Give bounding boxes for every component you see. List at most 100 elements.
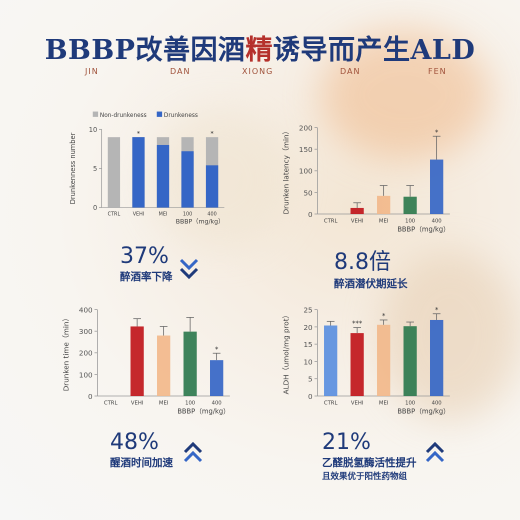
- stat-value: 48%: [110, 430, 159, 455]
- x-tick-label: 100: [185, 401, 195, 407]
- aldh-chart: 0 5 10 15 20 25 ALDH（umol/mg prot） CTRL VEHI MEI 1…: [282, 305, 450, 415]
- y-tick-label: 20: [303, 323, 313, 332]
- stat-caption: 乙醛脱氢酶活性提升: [322, 457, 417, 469]
- bar: [430, 159, 444, 214]
- stat-block: 8.8倍 醉酒潜伏期延长: [334, 244, 408, 291]
- significance-mark: *: [137, 130, 140, 137]
- title-part: 诱导而产生ALD: [272, 35, 476, 66]
- y-tick-label: 0: [88, 392, 93, 401]
- pinyin-label: XIONG: [242, 67, 274, 76]
- x-axis-label: BBBP（mg/kg）: [176, 219, 225, 226]
- title-accent: 精: [245, 35, 273, 66]
- legend-label: Non-drunkeness: [100, 113, 147, 119]
- stat-block: 21% 乙醛脱氢酶活性提升 且效果优于阳性药物组: [322, 430, 417, 482]
- y-tick-label: 100: [79, 370, 93, 379]
- bar-drunkeness: [156, 144, 170, 208]
- page-title: BBBP改善因酒精诱导而产生ALD: [0, 28, 520, 67]
- x-tick-label: CTRL: [104, 401, 118, 407]
- stat-value: 37%: [120, 244, 169, 269]
- bar: [350, 333, 364, 396]
- y-tick-label: 0: [308, 392, 313, 401]
- bar: [403, 196, 417, 214]
- background-glow: [380, 250, 520, 420]
- drunken-time-chart: 0 100 200 300 400 Drunken time（min） CTRL VEHI ME…: [62, 305, 230, 415]
- y-tick-label: 5: [93, 165, 97, 173]
- title-part: BBBP改善因酒: [44, 35, 246, 66]
- down-arrow-icon: [179, 258, 199, 280]
- significance-mark: *: [211, 130, 214, 137]
- x-axis-label: BBBP（mg/kg）: [397, 407, 450, 415]
- y-tick-label: 100: [299, 167, 313, 176]
- y-tick-label: 10: [89, 126, 97, 134]
- x-axis-label: BBBP（mg/kg）: [177, 407, 230, 415]
- significance-mark: *: [382, 312, 386, 320]
- x-tick-label: MEI: [159, 401, 169, 407]
- bar: [324, 325, 338, 396]
- y-axis-label: Drunken latency（min）: [282, 127, 291, 214]
- bar: [403, 326, 417, 396]
- significance-mark: ***: [352, 320, 363, 328]
- bar: [430, 319, 444, 396]
- bar: [350, 207, 364, 214]
- y-tick-label: 5: [308, 375, 313, 384]
- x-tick-label: 100: [405, 219, 415, 225]
- x-tick-label: 400: [212, 401, 222, 407]
- up-arrow-icon: [183, 441, 203, 463]
- background-glow: [320, 30, 490, 160]
- y-tick-label: 200: [299, 123, 313, 132]
- x-tick-label: 100: [183, 212, 192, 218]
- y-tick-label: 300: [79, 327, 93, 336]
- y-axis-label: Drunkenness number: [69, 132, 77, 204]
- significance-mark: *: [215, 345, 219, 353]
- x-tick-label: 100: [405, 401, 415, 407]
- stat-value: 21%: [322, 430, 371, 455]
- x-tick-label: VEHI: [133, 212, 145, 218]
- y-axis-label: Drunken time（min）: [62, 314, 71, 391]
- pinyin-label: JIN: [85, 67, 99, 76]
- stat-block: 48% 醒酒时间加速: [110, 430, 173, 470]
- drunken-latency-chart: 0 50 100 150 200 Drunken latency（min） CTRL VEHI…: [282, 123, 450, 233]
- y-tick-label: 10: [303, 357, 313, 366]
- y-tick-label: 400: [79, 305, 93, 314]
- background-glow: [150, 110, 290, 250]
- stat-caption: 醉酒潜伏期延长: [334, 278, 408, 290]
- drunkenness-number-chart: 0 5 10 Drunkenness number CTRL VEHI MEI 100 400B…: [69, 111, 225, 226]
- significance-mark: *: [435, 128, 439, 136]
- x-tick-label: 400: [432, 401, 442, 407]
- pinyin-label: FEN: [428, 67, 447, 76]
- legend-swatch: [92, 111, 99, 117]
- pinyin-label: DAN: [170, 67, 191, 76]
- y-tick-label: 200: [79, 349, 93, 358]
- bar: [377, 324, 391, 396]
- x-tick-label: CTRL: [324, 401, 338, 407]
- stat-value: 8.8倍: [334, 250, 391, 275]
- bar-drunkeness: [132, 137, 145, 208]
- bar: [130, 326, 144, 396]
- bar: [157, 335, 171, 396]
- x-tick-label: 400: [432, 219, 442, 225]
- y-tick-label: 25: [303, 305, 312, 314]
- x-tick-label: 400: [207, 212, 216, 218]
- stat-caption: 醉酒率下降: [120, 271, 173, 283]
- bar-non-drunkeness: [107, 137, 121, 208]
- x-tick-label: VEHI: [351, 219, 364, 225]
- bar: [183, 331, 197, 396]
- bar-drunkeness: [181, 151, 194, 208]
- x-tick-label: CTRL: [324, 219, 338, 225]
- y-tick-label: 50: [303, 188, 313, 197]
- legend-label: Drunkeness: [164, 113, 198, 119]
- legend-swatch: [156, 111, 163, 117]
- stat-subcaption: 且效果优于阳性药物组: [322, 472, 408, 482]
- y-tick-label: 0: [308, 210, 313, 219]
- y-tick-label: 15: [303, 340, 312, 349]
- y-tick-label: 150: [299, 145, 313, 154]
- x-tick-label: CTRL: [108, 212, 121, 218]
- x-axis-label: BBBP（mg/kg）: [397, 225, 450, 233]
- stat-caption: 醒酒时间加速: [110, 457, 173, 469]
- bar: [377, 195, 391, 214]
- significance-mark: *: [435, 306, 439, 314]
- y-tick-label: 0: [93, 204, 97, 212]
- bar: [210, 360, 224, 396]
- up-arrow-icon: [425, 441, 445, 463]
